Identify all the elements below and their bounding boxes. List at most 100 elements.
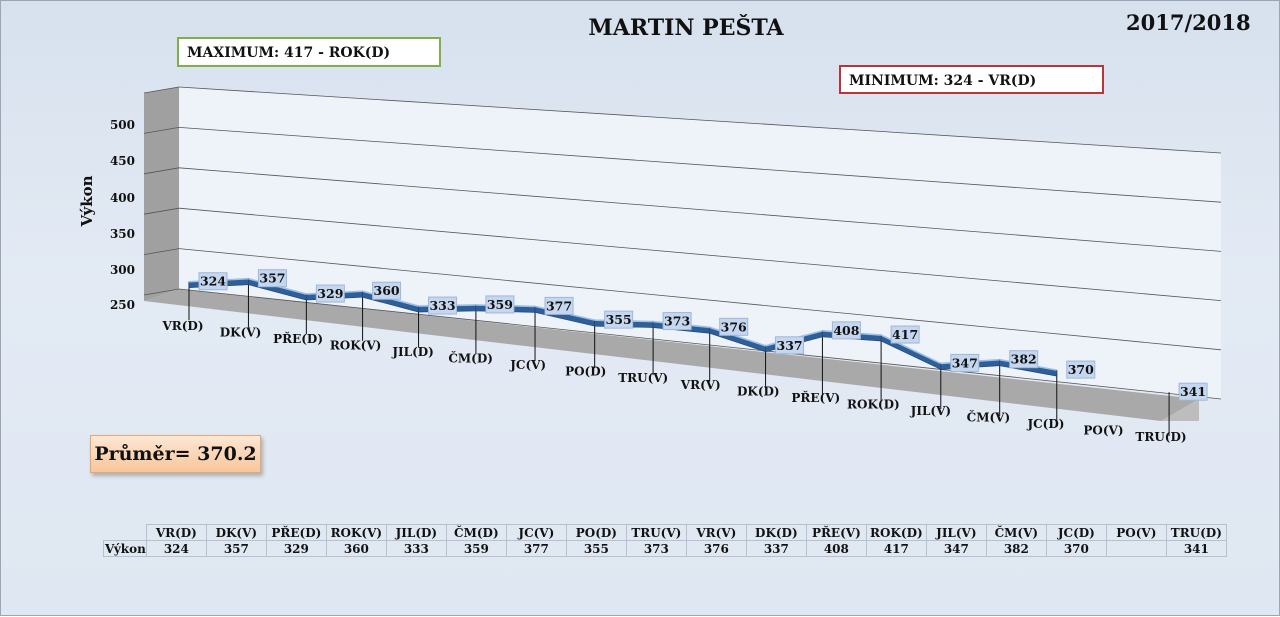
data-table-value-cell: 329 bbox=[265, 540, 327, 557]
data-label-bg bbox=[1178, 382, 1208, 401]
x-tick-label: DK(D) bbox=[737, 384, 780, 398]
x-tick-label: ROK(V) bbox=[330, 339, 382, 353]
gridline bbox=[178, 167, 1222, 252]
data-table-value-cell: 360 bbox=[325, 540, 387, 557]
y-tick-label: 350 bbox=[110, 227, 135, 241]
average-box: Průměr= 370.2 bbox=[90, 435, 261, 473]
x-tick-label: JIL(V) bbox=[910, 404, 951, 418]
x-tick-label: JC(D) bbox=[1026, 417, 1064, 431]
chart-gridlines bbox=[143, 86, 1222, 400]
data-table-value-cell: 382 bbox=[985, 540, 1047, 557]
data-table-value-cell: 324 bbox=[145, 540, 207, 557]
data-label-bg bbox=[257, 269, 287, 288]
x-tick-label: ČM(V) bbox=[967, 408, 1011, 424]
data-table-value-cell: 347 bbox=[925, 540, 987, 557]
y-axis-label: Výkon bbox=[78, 175, 96, 227]
data-label-text: 382 bbox=[1011, 352, 1037, 367]
gridline-side bbox=[143, 288, 180, 296]
data-label-text: 370 bbox=[1068, 362, 1094, 377]
data-label: 333 bbox=[428, 296, 458, 315]
data-table-header-cell: DK(V) bbox=[205, 524, 267, 541]
data-table-row-label: Výkon bbox=[103, 540, 147, 557]
season-label: 2017/2018 bbox=[1126, 10, 1251, 35]
x-tick-label: PO(V) bbox=[1083, 423, 1123, 437]
data-table-header-cell: TRU(V) bbox=[625, 524, 687, 541]
data-label-text: 333 bbox=[429, 298, 455, 313]
data-label-text: 417 bbox=[892, 327, 918, 342]
x-tick-label: DK(V) bbox=[220, 326, 262, 340]
data-label: 359 bbox=[485, 295, 515, 314]
data-table-value-cell: 337 bbox=[745, 540, 807, 557]
data-label: 377 bbox=[544, 296, 574, 315]
data-label-bg bbox=[372, 281, 402, 300]
gridline bbox=[178, 127, 1222, 203]
x-axis-ticks: VR(D) DK(V) PŘE(D) ROK(V) JIL(D) ČM(D) JC(V) PO… bbox=[161, 319, 1186, 444]
data-label: 341 bbox=[1178, 382, 1208, 401]
data-label-text: 376 bbox=[721, 319, 747, 334]
data-table-header-cell: ROK(V) bbox=[325, 524, 387, 541]
gridline bbox=[178, 86, 1222, 154]
data-label: 357 bbox=[257, 269, 287, 288]
x-tick-label: PO(D) bbox=[565, 365, 606, 379]
y-tick-label: 450 bbox=[110, 154, 135, 168]
data-label: 337 bbox=[775, 336, 805, 355]
gridline-side bbox=[143, 127, 180, 134]
data-table-header-cell: PŘE(V) bbox=[805, 524, 867, 541]
back-wall bbox=[179, 87, 1221, 399]
data-table-header-cell: DK(D) bbox=[745, 524, 807, 541]
data-label-bg bbox=[604, 310, 634, 329]
gridline bbox=[178, 248, 1222, 351]
y-tick-label: 500 bbox=[110, 118, 135, 132]
data-table-value-cell: 408 bbox=[805, 540, 867, 557]
data-label: 370 bbox=[1066, 360, 1096, 379]
data-table-header-cell: VR(D) bbox=[145, 524, 207, 541]
y-tick-label: 250 bbox=[110, 298, 135, 312]
data-table-value-cell: 341 bbox=[1165, 540, 1227, 557]
data-label-text: 329 bbox=[317, 286, 343, 301]
data-table-value-cell: 373 bbox=[625, 540, 687, 557]
data-table-header-row: VR(D) DK(V) PŘE(D) ROK(V) JIL(D) ČM(D) JC(V) PO… bbox=[104, 524, 1227, 541]
data-label: 355 bbox=[604, 310, 634, 329]
floor-edge bbox=[1161, 399, 1199, 421]
gridline bbox=[178, 288, 1222, 400]
data-table-value-cell: 370 bbox=[1045, 540, 1107, 557]
data-table-header-cell: TRU(D) bbox=[1165, 524, 1227, 541]
data-label: 376 bbox=[719, 317, 749, 336]
data-label-bg bbox=[485, 295, 515, 314]
data-table-header-cell: ČM(V) bbox=[985, 524, 1047, 541]
data-table-header-cell: PO(V) bbox=[1105, 524, 1167, 541]
data-label-bg bbox=[1066, 360, 1096, 379]
data-table-value-cell: 357 bbox=[205, 540, 267, 557]
data-labels: 324 357 329 360 333 359 377 355 373 376 337 408 417 3… bbox=[198, 269, 1208, 401]
x-tick-label: TRU(D) bbox=[1135, 430, 1186, 444]
maximum-box: MAXIMUM: 417 - ROK(D) bbox=[177, 37, 441, 67]
data-label-text: 347 bbox=[952, 355, 978, 370]
data-label-text: 408 bbox=[833, 323, 859, 338]
data-table-value-row: Výkon 324 357 329 360 333 359 377 355 373 376 337 4… bbox=[103, 540, 1227, 557]
x-tick-label: PŘE(D) bbox=[273, 331, 323, 346]
data-label: 329 bbox=[315, 284, 345, 303]
data-label-text: 359 bbox=[487, 297, 513, 312]
gridline-side bbox=[143, 167, 180, 175]
data-label-bg bbox=[544, 296, 574, 315]
data-label-text: 373 bbox=[664, 314, 690, 329]
data-label-bg bbox=[890, 325, 920, 344]
data-label-text: 360 bbox=[374, 283, 400, 298]
data-table-value-cell: 376 bbox=[685, 540, 747, 557]
data-label-text: 357 bbox=[259, 271, 285, 286]
data-label-bg bbox=[662, 312, 692, 331]
y-tick-label: 300 bbox=[110, 263, 135, 277]
data-table-value-cell: 355 bbox=[565, 540, 627, 557]
line-highlight bbox=[709, 326, 766, 347]
data-table-header-cell: JC(V) bbox=[505, 524, 567, 541]
data-label: 417 bbox=[890, 325, 920, 344]
data-label: 360 bbox=[372, 281, 402, 300]
x-tick-label: VR(V) bbox=[680, 378, 721, 392]
data-table-header-cell: JIL(D) bbox=[385, 524, 447, 541]
data-label: 347 bbox=[950, 353, 980, 372]
data-label-text: 341 bbox=[1180, 384, 1206, 399]
data-table-corner bbox=[104, 525, 147, 541]
data-table-value-cell: 417 bbox=[865, 540, 927, 557]
